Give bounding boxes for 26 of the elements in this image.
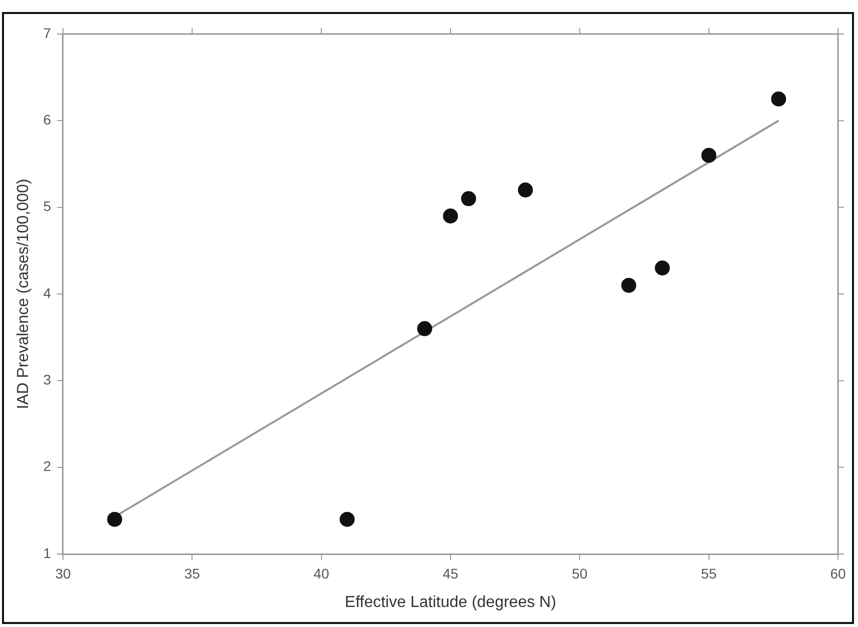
point: [340, 512, 355, 527]
x-tick-label: 55: [701, 565, 717, 582]
x-tick-label: 30: [55, 565, 71, 582]
point: [107, 512, 122, 527]
x-axis-title: Effective Latitude (degrees N): [344, 594, 556, 611]
point: [701, 148, 716, 163]
point: [461, 191, 476, 206]
y-tick-label: 4: [43, 284, 52, 301]
point: [417, 321, 432, 336]
y-tick-label: 6: [43, 112, 52, 128]
point: [442, 208, 458, 224]
y-tick-label: 5: [43, 198, 52, 214]
y-axis-title: IAD Prevalence (cases/100,000): [15, 178, 32, 410]
y-tick-label: 2: [43, 458, 52, 474]
x-tick-label: 50: [572, 565, 588, 582]
x-tick-label: 40: [314, 565, 330, 582]
x-tick-label: 45: [442, 565, 458, 582]
point: [621, 278, 636, 293]
y-tick-label: 3: [43, 372, 52, 388]
y-tick-label: 7: [43, 24, 52, 41]
x-tick-label: 60: [830, 565, 846, 582]
y-tick-label: 1: [43, 544, 52, 561]
point: [518, 182, 533, 198]
point: [771, 92, 786, 106]
x-tick-label: 35: [184, 565, 200, 582]
point: [654, 260, 670, 276]
